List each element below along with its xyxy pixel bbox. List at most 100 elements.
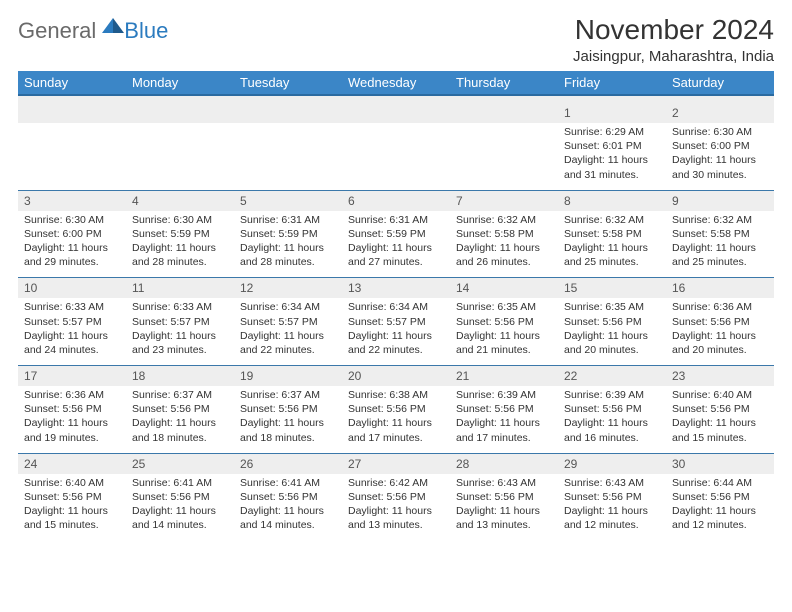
sunrise-text: Sunrise: 6:31 AM — [348, 213, 444, 227]
daylight-text: and 13 minutes. — [348, 518, 444, 532]
daylight-text: Daylight: 11 hours — [564, 329, 660, 343]
detail-cell: Sunrise: 6:37 AMSunset: 5:56 PMDaylight:… — [126, 386, 234, 453]
daylight-text: Daylight: 11 hours — [564, 153, 660, 167]
daylight-text: Daylight: 11 hours — [132, 241, 228, 255]
sunset-text: Sunset: 5:59 PM — [348, 227, 444, 241]
daylight-text: Daylight: 11 hours — [672, 329, 768, 343]
daylight-text: and 29 minutes. — [24, 255, 120, 269]
daylight-text: Daylight: 11 hours — [456, 241, 552, 255]
sunrise-text: Sunrise: 6:30 AM — [672, 125, 768, 139]
sunrise-text: Sunrise: 6:43 AM — [564, 476, 660, 490]
daylight-text: and 25 minutes. — [672, 255, 768, 269]
daylight-text: Daylight: 11 hours — [672, 416, 768, 430]
daylight-text: Daylight: 11 hours — [240, 241, 336, 255]
detail-row: Sunrise: 6:40 AM Sunset: 5:56 PM Daylight:… — [18, 474, 774, 541]
sunrise-text: Sunrise: 6:37 AM — [240, 388, 336, 402]
detail-cell: Sunrise: 6:31 AMSunset: 5:59 PMDaylight:… — [342, 211, 450, 278]
daylight-text: Daylight: 11 hours — [564, 504, 660, 518]
daynum-row: 10111213141516 — [18, 278, 774, 298]
detail-cell: Sunrise: 6:44 AMSunset: 5:56 PMDaylight:… — [666, 474, 774, 541]
daylight-text: and 20 minutes. — [564, 343, 660, 357]
daynum-cell — [342, 103, 450, 123]
daynum-row: 24252627282930 — [18, 454, 774, 474]
dow-header-cell: Saturday — [666, 71, 774, 95]
sunrise-text: Sunrise: 6:34 AM — [240, 300, 336, 314]
daylight-text: Daylight: 11 hours — [240, 416, 336, 430]
daynum-cell: 16 — [666, 278, 774, 298]
daylight-text: and 14 minutes. — [132, 518, 228, 532]
sunrise-text: Sunrise: 6:36 AM — [24, 388, 120, 402]
sunset-text: Sunset: 5:56 PM — [24, 402, 120, 416]
daynum-cell: 12 — [234, 278, 342, 298]
daynum-cell: 9 — [666, 191, 774, 211]
page-header: General Blue November 2024 Jaisingpur, M… — [18, 14, 774, 65]
sunset-text: Sunset: 5:56 PM — [348, 402, 444, 416]
detail-cell: Sunrise: 6:33 AMSunset: 5:57 PMDaylight:… — [18, 298, 126, 365]
detail-cell: Sunrise: 6:43 AMSunset: 5:56 PMDaylight:… — [450, 474, 558, 541]
daylight-text: Daylight: 11 hours — [24, 329, 120, 343]
sunset-text: Sunset: 5:57 PM — [132, 315, 228, 329]
daynum-row: 12 — [18, 103, 774, 123]
sunrise-text: Sunrise: 6:34 AM — [348, 300, 444, 314]
daylight-text: Daylight: 11 hours — [24, 241, 120, 255]
daylight-text: Daylight: 11 hours — [564, 241, 660, 255]
sunrise-text: Sunrise: 6:29 AM — [564, 125, 660, 139]
detail-cell: Sunrise: 6:37 AMSunset: 5:56 PMDaylight:… — [234, 386, 342, 453]
daylight-text: Daylight: 11 hours — [132, 329, 228, 343]
sunrise-text: Sunrise: 6:40 AM — [24, 476, 120, 490]
sunset-text: Sunset: 6:00 PM — [24, 227, 120, 241]
location-subtitle: Jaisingpur, Maharashtra, India — [573, 48, 774, 65]
daynum-cell: 30 — [666, 454, 774, 474]
sunset-text: Sunset: 5:56 PM — [564, 315, 660, 329]
header-spacer — [18, 95, 774, 103]
daynum-cell: 6 — [342, 191, 450, 211]
sunset-text: Sunset: 5:56 PM — [240, 402, 336, 416]
sunrise-text: Sunrise: 6:32 AM — [456, 213, 552, 227]
sunrise-text: Sunrise: 6:35 AM — [564, 300, 660, 314]
sunset-text: Sunset: 5:56 PM — [672, 490, 768, 504]
daynum-cell: 29 — [558, 454, 666, 474]
sunset-text: Sunset: 5:58 PM — [456, 227, 552, 241]
detail-cell: Sunrise: 6:40 AMSunset: 5:56 PMDaylight:… — [18, 474, 126, 541]
daylight-text: Daylight: 11 hours — [348, 329, 444, 343]
calendar-table: SundayMondayTuesdayWednesdayThursdayFrid… — [18, 71, 774, 540]
detail-cell: Sunrise: 6:34 AMSunset: 5:57 PMDaylight:… — [342, 298, 450, 365]
daylight-text: and 25 minutes. — [564, 255, 660, 269]
daynum-cell — [126, 103, 234, 123]
detail-cell: Sunrise: 6:43 AMSunset: 5:56 PMDaylight:… — [558, 474, 666, 541]
daylight-text: and 16 minutes. — [564, 431, 660, 445]
daylight-text: and 24 minutes. — [24, 343, 120, 357]
daynum-cell: 26 — [234, 454, 342, 474]
month-title: November 2024 — [573, 14, 774, 46]
dow-header-cell: Thursday — [450, 71, 558, 95]
detail-cell: Sunrise: 6:39 AMSunset: 5:56 PMDaylight:… — [558, 386, 666, 453]
detail-row: Sunrise: 6:33 AMSunset: 5:57 PMDaylight:… — [18, 298, 774, 365]
daylight-text: Daylight: 11 hours — [672, 241, 768, 255]
detail-row: Sunrise: 6:30 AMSunset: 6:00 PMDaylight:… — [18, 211, 774, 278]
daylight-text: Daylight: 11 hours — [456, 416, 552, 430]
sunset-text: Sunset: 5:58 PM — [672, 227, 768, 241]
sunset-text: Sunset: 5:56 PM — [456, 402, 552, 416]
detail-cell: Sunrise: 6:29 AMSunset: 6:01 PMDaylight:… — [558, 123, 666, 190]
sunset-text: Sunset: 5:56 PM — [564, 402, 660, 416]
sunrise-text: Sunrise: 6:39 AM — [564, 388, 660, 402]
daynum-cell — [234, 103, 342, 123]
detail-cell — [342, 123, 450, 190]
daylight-text: and 17 minutes. — [456, 431, 552, 445]
daynum-cell: 21 — [450, 366, 558, 386]
sunset-text: Sunset: 5:56 PM — [240, 490, 336, 504]
sunrise-text: Sunrise: 6:39 AM — [456, 388, 552, 402]
daylight-text: and 18 minutes. — [132, 431, 228, 445]
daylight-text: and 22 minutes. — [240, 343, 336, 357]
daylight-text: and 15 minutes. — [672, 431, 768, 445]
daynum-cell: 19 — [234, 366, 342, 386]
sunset-text: Sunset: 6:00 PM — [672, 139, 768, 153]
detail-cell — [18, 123, 126, 190]
daynum-cell: 23 — [666, 366, 774, 386]
daylight-text: and 21 minutes. — [456, 343, 552, 357]
daylight-text: Daylight: 11 hours — [672, 153, 768, 167]
daylight-text: and 26 minutes. — [456, 255, 552, 269]
daylight-text: Daylight: 11 hours — [456, 504, 552, 518]
daynum-cell: 18 — [126, 366, 234, 386]
detail-cell: Sunrise: 6:42 AMSunset: 5:56 PMDaylight:… — [342, 474, 450, 541]
